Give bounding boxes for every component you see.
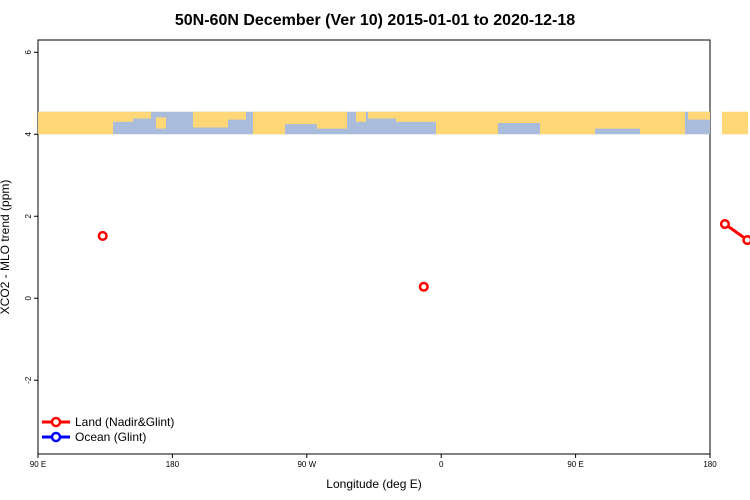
map-band bbox=[38, 111, 748, 135]
x-tick-label: 90 E bbox=[30, 460, 46, 469]
map-land-shape bbox=[688, 111, 710, 120]
data-point-land bbox=[97, 230, 108, 241]
y-axis-label: XCO2 - MLO trend (ppm) bbox=[0, 180, 12, 315]
data-point-land bbox=[742, 234, 750, 246]
map-land-shape bbox=[285, 111, 317, 125]
y-tick-label: 6 bbox=[24, 50, 33, 55]
plot-area bbox=[37, 39, 711, 455]
map-land-shape bbox=[317, 111, 347, 129]
data-point-land bbox=[719, 218, 730, 230]
legend-item-land: Land (Nadir&Glint) bbox=[42, 415, 174, 429]
map-land-shape bbox=[156, 117, 166, 129]
map-land-shape bbox=[368, 111, 396, 119]
map-land-shape bbox=[640, 111, 685, 135]
y-axis: -2 0 2 4 6 bbox=[24, 50, 38, 384]
x-axis: 90 E 180 90 W 0 90 E 180 bbox=[30, 454, 717, 469]
map-land-shape bbox=[253, 111, 285, 135]
legend-marker-land bbox=[50, 416, 62, 428]
x-tick-label: 0 bbox=[439, 460, 444, 469]
series-land bbox=[97, 218, 750, 292]
map-land-shape bbox=[356, 111, 366, 122]
x-axis-label: Longitude (deg E) bbox=[326, 477, 421, 491]
map-land-shape bbox=[228, 111, 246, 120]
legend-label-ocean: Ocean (Glint) bbox=[75, 430, 146, 444]
x-tick-label: 180 bbox=[703, 460, 717, 469]
map-land-shape bbox=[436, 111, 498, 135]
legend: Land (Nadir&Glint) Ocean (Glint) bbox=[42, 415, 174, 444]
x-tick-label: 90 W bbox=[297, 460, 316, 469]
map-land-shape bbox=[113, 111, 133, 122]
map-land-shape bbox=[396, 111, 436, 122]
map-land-shape bbox=[722, 111, 748, 135]
legend-item-ocean: Ocean (Glint) bbox=[42, 430, 146, 444]
map-land-shape bbox=[193, 111, 228, 128]
legend-label-land: Land (Nadir&Glint) bbox=[75, 415, 174, 429]
data-point-land bbox=[418, 281, 429, 292]
map-band-land bbox=[38, 111, 748, 135]
x-tick-label: 180 bbox=[166, 460, 180, 469]
map-land-shape bbox=[498, 111, 540, 124]
chart-title: 50N-60N December (Ver 10) 2015-01-01 to … bbox=[175, 12, 575, 29]
y-tick-label: 4 bbox=[24, 132, 33, 137]
map-land-shape bbox=[38, 111, 113, 135]
y-tick-label: -2 bbox=[24, 376, 33, 384]
series-line-land bbox=[724, 222, 750, 243]
map-land-shape bbox=[595, 111, 640, 129]
y-tick-label: 2 bbox=[24, 213, 33, 218]
legend-marker-ocean bbox=[50, 431, 62, 443]
x-tick-label: 90 E bbox=[567, 460, 583, 469]
y-tick-label: 0 bbox=[24, 295, 33, 300]
map-land-shape bbox=[540, 111, 595, 135]
map-land-shape bbox=[133, 111, 151, 119]
